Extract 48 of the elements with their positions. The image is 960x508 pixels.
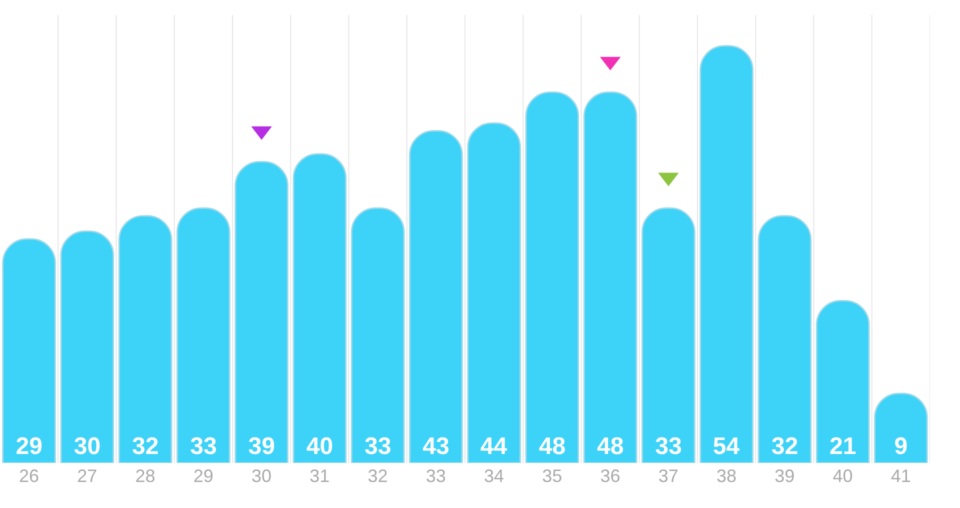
bar [350, 207, 405, 463]
bar [525, 91, 580, 463]
x-tick-label: 37 [658, 466, 678, 486]
bar [118, 215, 172, 463]
data-label: 48 [596, 433, 624, 460]
data-label: 29 [16, 433, 42, 460]
data-label: 48 [538, 433, 566, 460]
data-label: 32 [132, 433, 159, 460]
bar [176, 207, 230, 463]
x-tick-label: 34 [484, 466, 504, 486]
bar [583, 91, 638, 463]
data-label: 40 [306, 433, 334, 460]
bar [60, 230, 114, 463]
bar [467, 122, 521, 463]
bar [409, 130, 463, 463]
x-tick-label: 33 [426, 466, 446, 486]
x-tick-label: 29 [193, 466, 214, 486]
data-label: 33 [190, 433, 217, 460]
bar [2, 238, 56, 463]
x-tick-label: 39 [774, 466, 795, 486]
x-tick-label: 35 [542, 466, 562, 486]
bar [700, 45, 754, 463]
data-label: 44 [480, 433, 508, 460]
bar [874, 392, 928, 463]
x-tick-label: 31 [310, 466, 330, 486]
x-tick-label: 30 [252, 466, 272, 486]
x-tick-label: 28 [135, 466, 156, 486]
x-tick-label: 41 [890, 466, 911, 486]
bar [642, 207, 696, 463]
x-tick-label: 27 [77, 466, 98, 486]
data-label: 33 [364, 433, 392, 460]
bar [758, 215, 812, 463]
data-label: 32 [771, 433, 798, 460]
data-label: 33 [655, 433, 682, 460]
data-label: 39 [248, 433, 275, 460]
data-label: 21 [829, 433, 856, 460]
data-label: 43 [422, 433, 450, 460]
data-label: 9 [894, 433, 908, 460]
x-tick-label: 38 [716, 466, 737, 486]
bar [816, 300, 870, 463]
bar [292, 153, 347, 463]
data-label: 30 [74, 433, 101, 460]
data-label: 54 [712, 433, 740, 460]
bar [234, 161, 288, 463]
x-tick-label: 36 [600, 466, 620, 486]
x-tick-label: 26 [19, 466, 40, 486]
x-tick-label: 32 [368, 466, 388, 486]
x-tick-label: 40 [832, 466, 853, 486]
